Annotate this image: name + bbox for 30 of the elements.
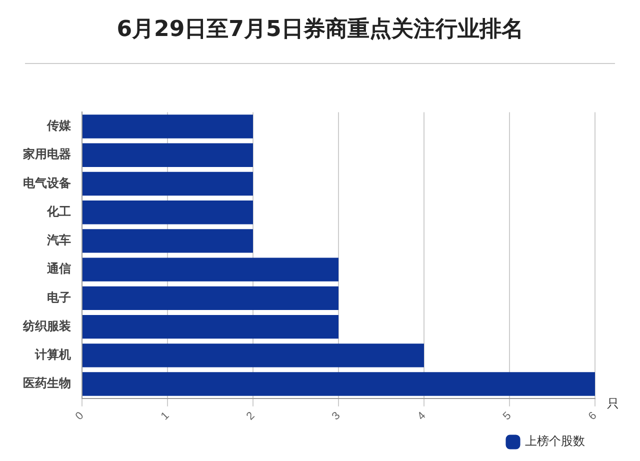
y-tick-label: 传媒 — [46, 118, 72, 133]
legend-label: 上榜个股数 — [525, 434, 585, 448]
y-tick-label: 化工 — [46, 204, 71, 218]
bar — [82, 229, 253, 253]
x-axis-title: 只 — [607, 396, 619, 410]
chart-title: 6月29日至7月5日券商重点关注行业排名 — [116, 16, 524, 44]
y-tick-label: 计算机 — [34, 348, 71, 362]
x-tick-label: 3 — [330, 410, 343, 423]
x-tick-label: 2 — [244, 410, 258, 423]
x-tick-label: 6 — [586, 410, 600, 423]
x-tick-label: 1 — [158, 410, 172, 423]
y-tick-label: 电子 — [47, 290, 71, 304]
bar — [82, 258, 338, 282]
x-tick-label: 4 — [415, 410, 428, 423]
bar — [82, 172, 253, 196]
bar — [82, 314, 338, 339]
y-tick-label: 纺织服装 — [22, 318, 72, 333]
y-tick-label: 电气设备 — [23, 176, 71, 190]
bar — [82, 143, 253, 167]
y-tick-label: 家用电器 — [22, 147, 71, 162]
y-tick-label: 汽车 — [46, 233, 71, 248]
bar — [82, 200, 253, 224]
y-tick-label: 医药生物 — [23, 376, 71, 390]
bar — [82, 286, 338, 310]
x-tick-label: 5 — [500, 410, 514, 423]
bar — [82, 114, 253, 138]
y-tick-label: 通信 — [46, 262, 71, 276]
bar — [82, 344, 424, 368]
bar — [82, 372, 595, 396]
x-tick-label: 0 — [73, 410, 86, 423]
